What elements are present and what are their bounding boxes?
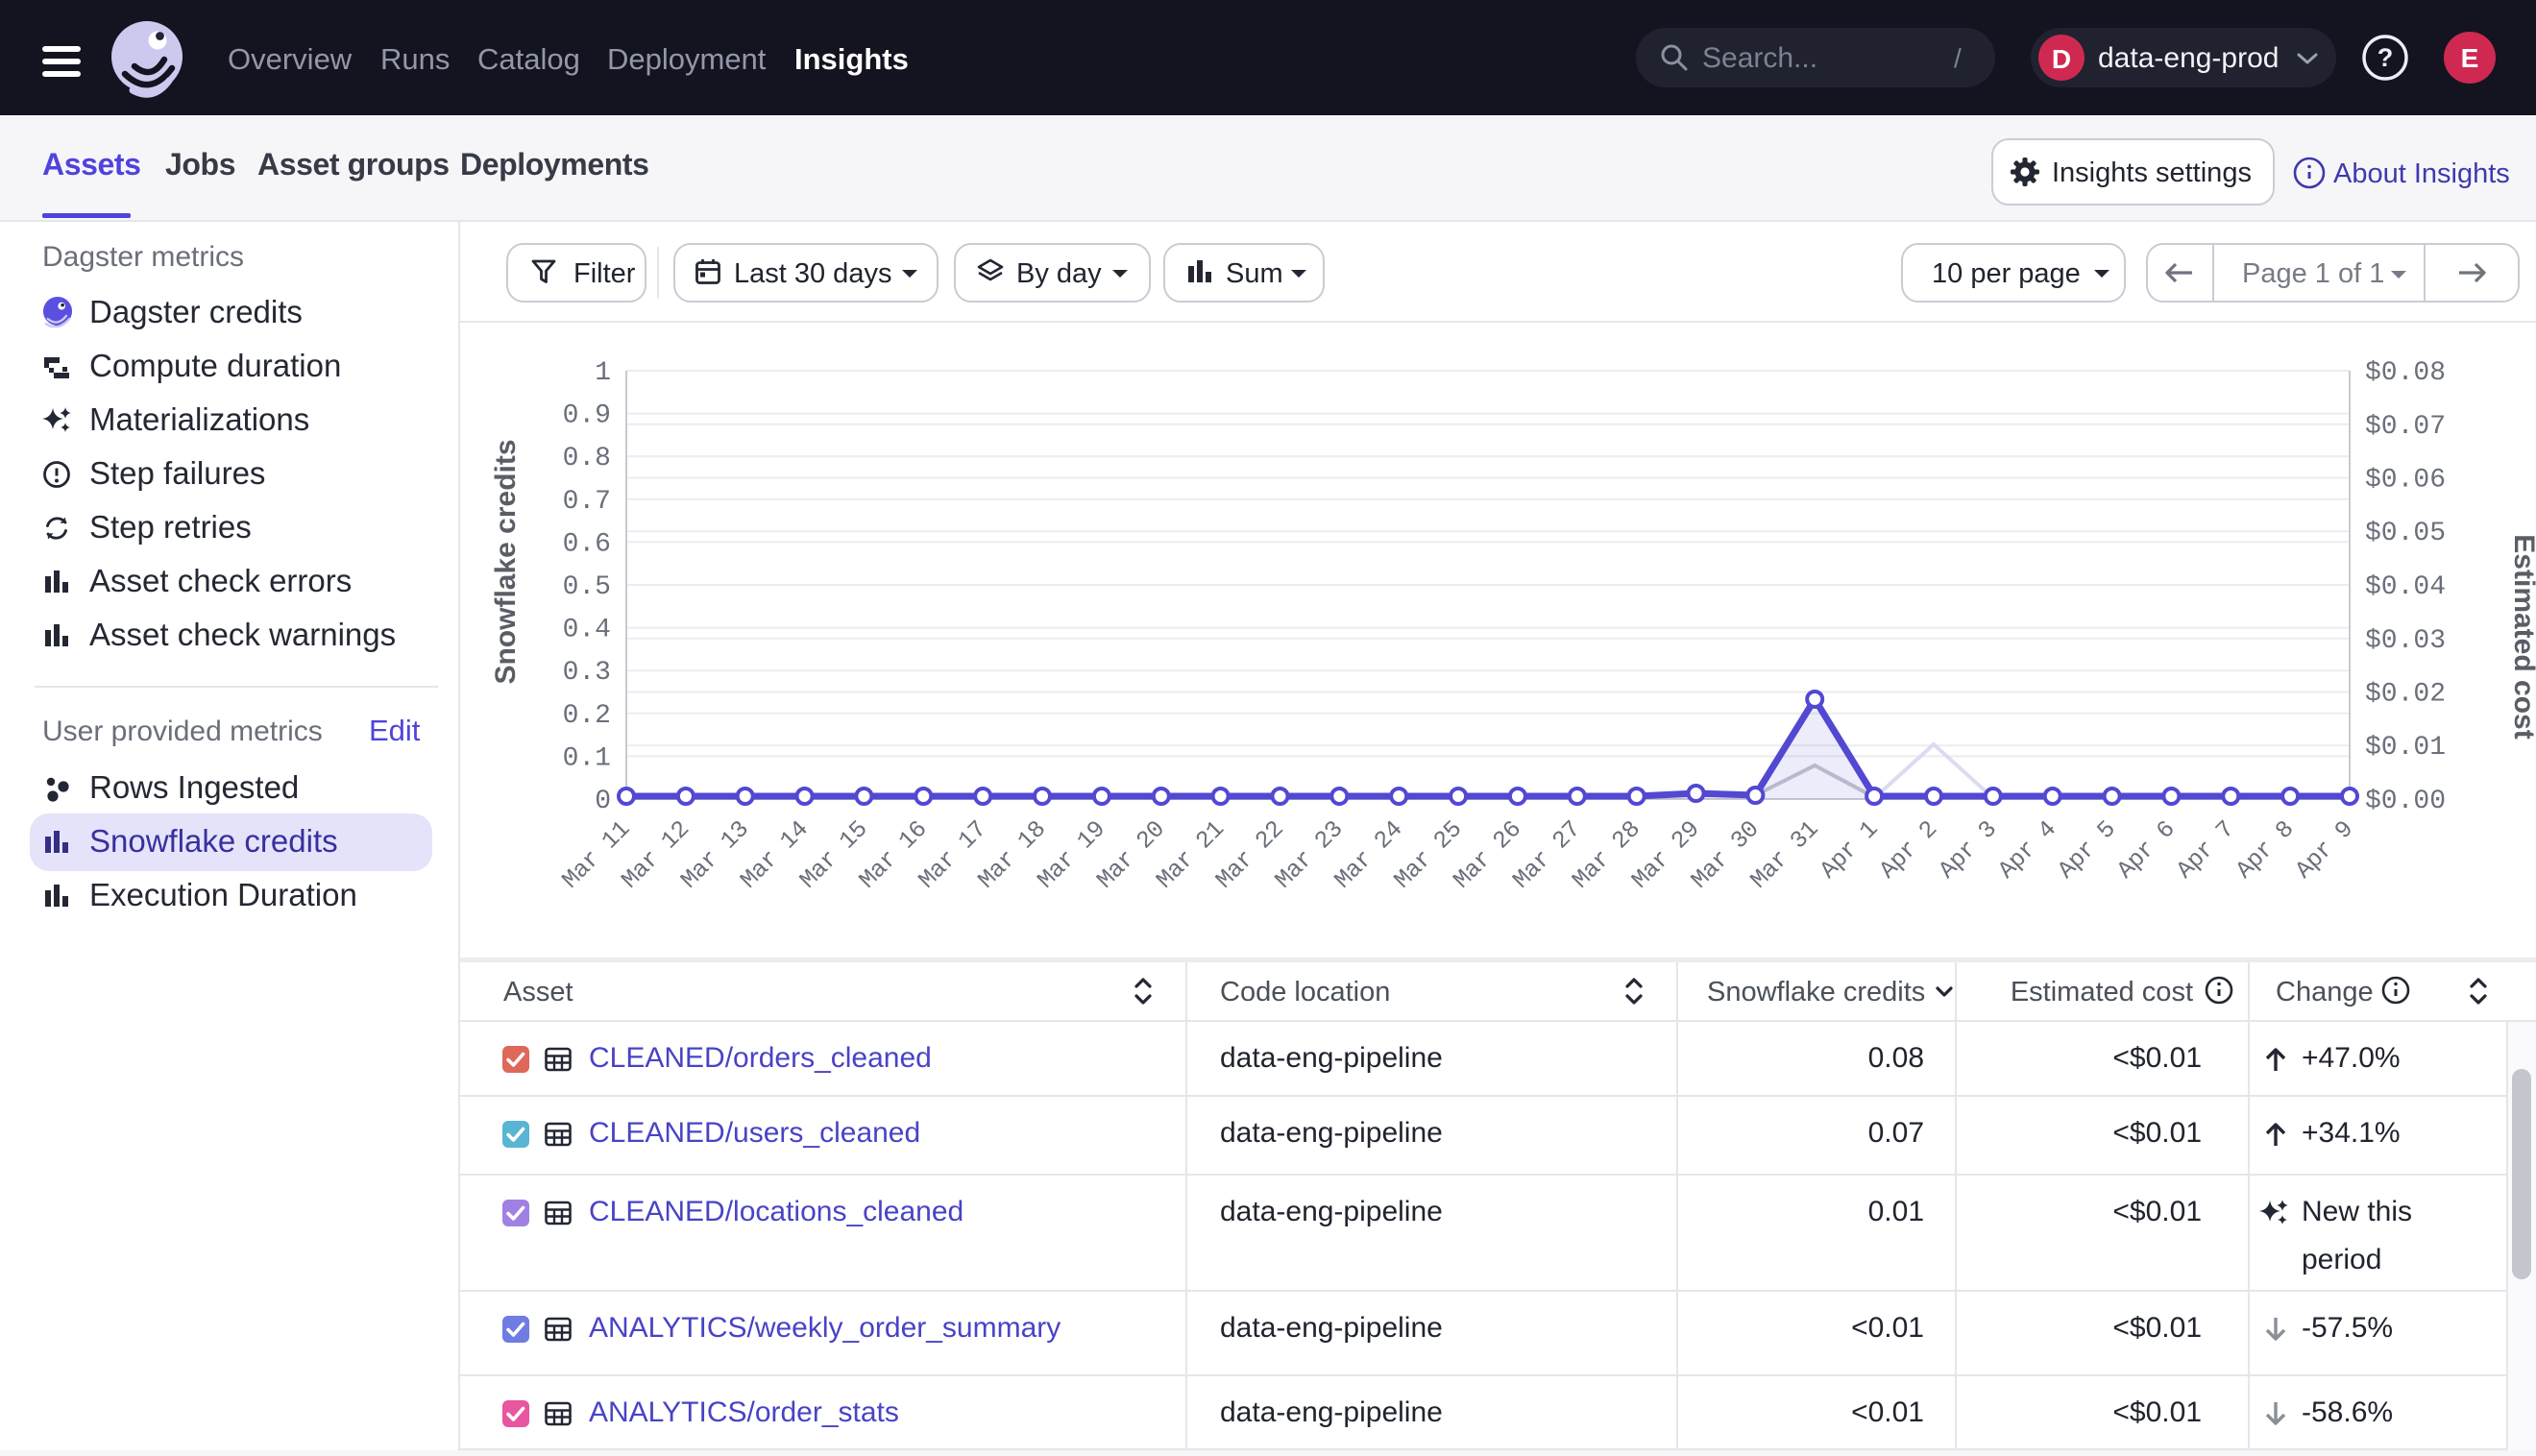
svg-text:0.3: 0.3 (563, 658, 611, 688)
svg-text:Mar 31: Mar 31 (1745, 815, 1824, 894)
svg-text:0.1: 0.1 (563, 743, 611, 773)
svg-text:Apr 8: Apr 8 (2231, 815, 2300, 885)
svg-text:Apr 2: Apr 2 (1874, 815, 1943, 885)
svg-text:Estimated cost: Estimated cost (2508, 534, 2536, 739)
svg-text:$0.07: $0.07 (2365, 412, 2446, 442)
svg-text:$0.04: $0.04 (2365, 572, 2446, 602)
svg-text:0.7: 0.7 (563, 487, 611, 517)
svg-text:$0.08: $0.08 (2365, 358, 2446, 388)
svg-text:0.2: 0.2 (563, 701, 611, 731)
svg-text:$0.03: $0.03 (2365, 626, 2446, 656)
svg-text:Apr 7: Apr 7 (2171, 815, 2240, 885)
svg-text:$0.00: $0.00 (2365, 787, 2446, 816)
svg-text:?: ? (2378, 43, 2394, 72)
svg-text:0.6: 0.6 (563, 529, 611, 559)
svg-text:$0.06: $0.06 (2365, 466, 2446, 496)
svg-text:1: 1 (595, 358, 611, 388)
svg-text:$0.05: $0.05 (2365, 519, 2446, 548)
svg-text:0.9: 0.9 (563, 401, 611, 431)
svg-text:Snowflake credits: Snowflake credits (490, 439, 522, 684)
svg-text:0.8: 0.8 (563, 444, 611, 473)
svg-text:Apr 4: Apr 4 (1993, 815, 2062, 885)
svg-text:Apr 1: Apr 1 (1815, 815, 1884, 885)
svg-text:$0.01: $0.01 (2365, 733, 2446, 763)
svg-text:0.5: 0.5 (563, 572, 611, 602)
svg-text:0.4: 0.4 (563, 616, 611, 645)
svg-text:Apr 5: Apr 5 (2052, 815, 2121, 885)
svg-text:Apr 9: Apr 9 (2290, 815, 2359, 885)
svg-text:Apr 3: Apr 3 (1934, 815, 2003, 885)
svg-text:0: 0 (595, 787, 611, 816)
svg-text:$0.02: $0.02 (2365, 680, 2446, 710)
svg-text:Apr 6: Apr 6 (2111, 815, 2181, 885)
